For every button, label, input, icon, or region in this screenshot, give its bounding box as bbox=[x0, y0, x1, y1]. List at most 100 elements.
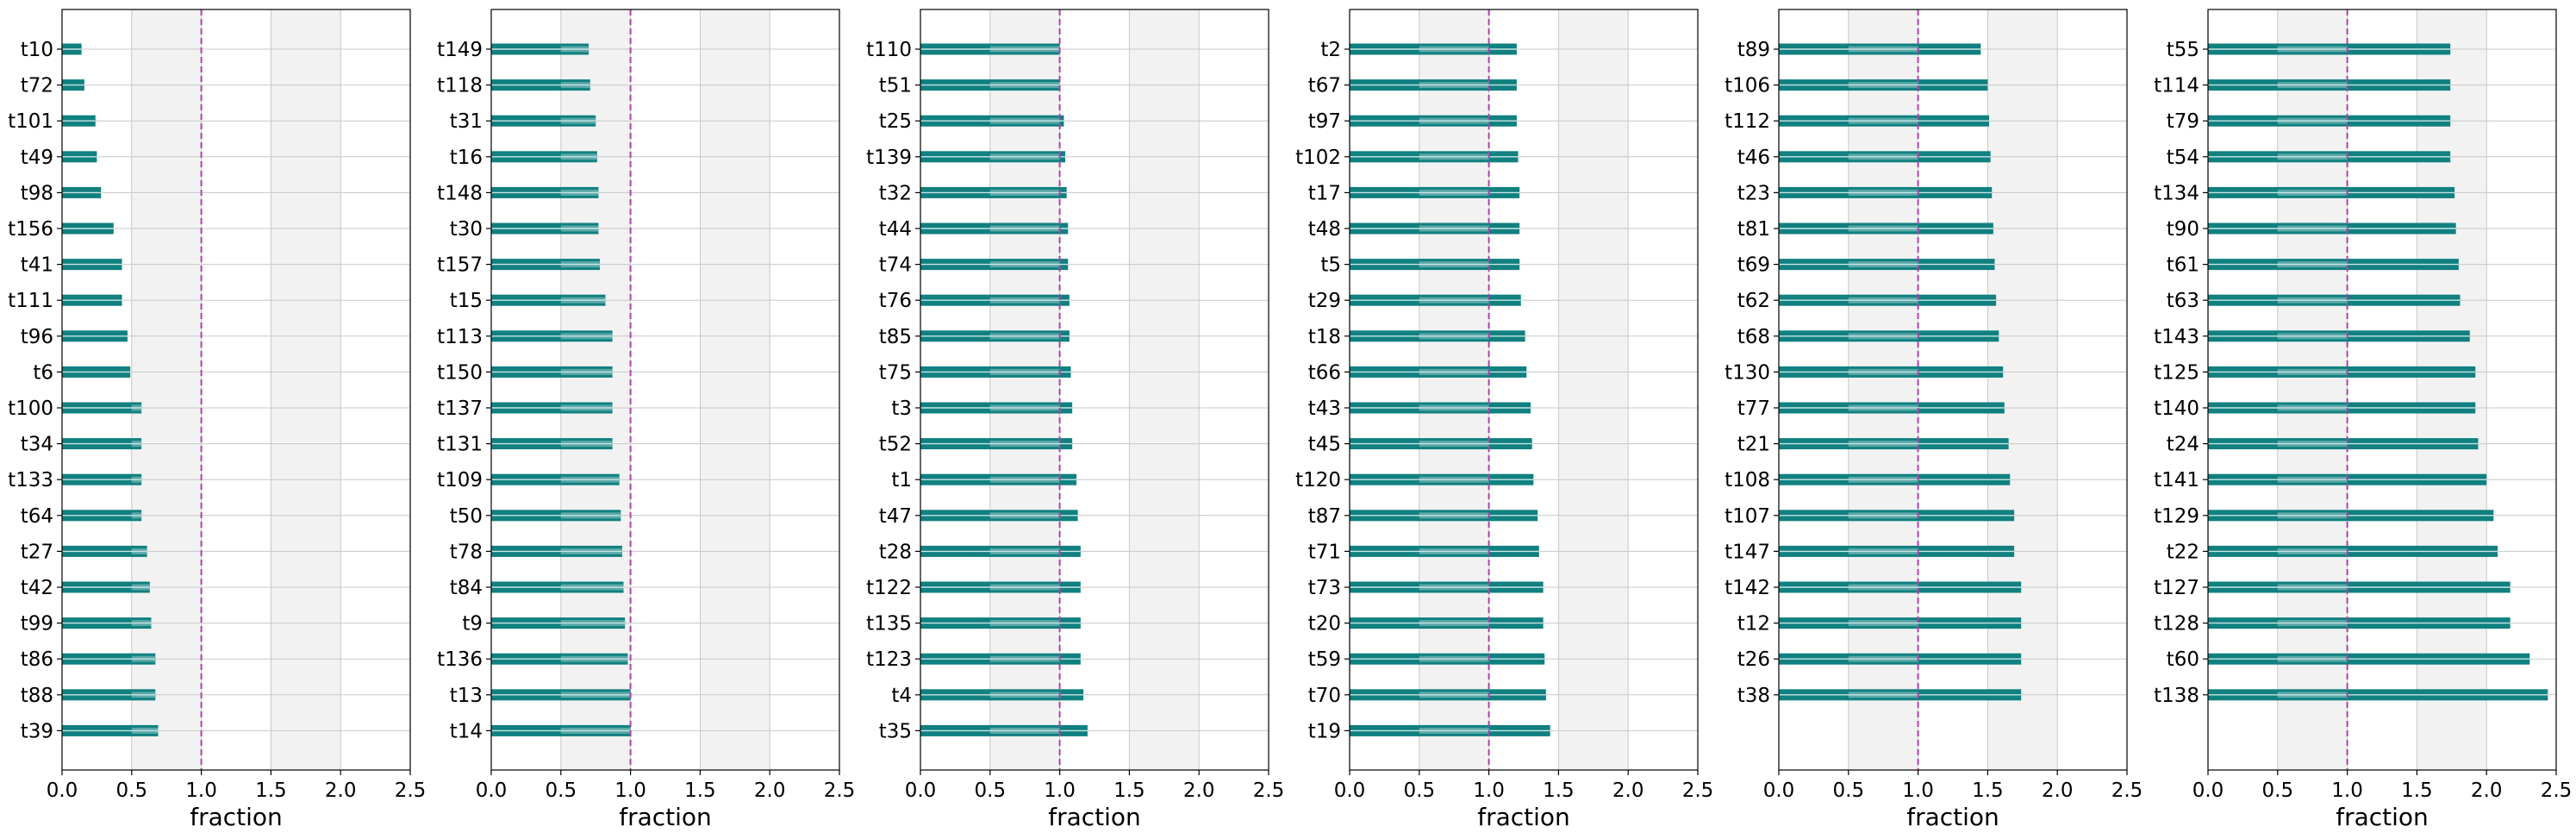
category-label: t148 bbox=[437, 182, 483, 204]
category-label: t123 bbox=[866, 648, 912, 671]
x-axis-label: fraction bbox=[1477, 803, 1570, 831]
category-label: t100 bbox=[8, 398, 53, 420]
x-tick-label: 0.0 bbox=[1763, 780, 1795, 802]
category-label: t139 bbox=[866, 147, 912, 169]
category-label: t28 bbox=[879, 541, 912, 563]
category-label: t50 bbox=[450, 505, 483, 528]
category-label: t102 bbox=[1295, 147, 1341, 169]
category-label: t1 bbox=[891, 469, 912, 492]
category-label: t85 bbox=[879, 326, 912, 348]
shaded-band bbox=[1987, 9, 2058, 770]
category-label: t10 bbox=[21, 39, 53, 61]
category-label: t135 bbox=[866, 613, 912, 636]
x-tick-label: 0.0 bbox=[476, 780, 508, 802]
x-tick-label: 0.5 bbox=[2262, 780, 2294, 802]
category-label: t48 bbox=[1308, 218, 1341, 241]
category-label: t23 bbox=[1737, 182, 1770, 204]
category-label: t87 bbox=[1308, 505, 1341, 528]
x-tick-label: 2.0 bbox=[2042, 780, 2074, 802]
x-tick-label: 1.0 bbox=[614, 780, 646, 802]
category-label: t5 bbox=[1320, 254, 1341, 277]
category-label: t27 bbox=[21, 541, 53, 563]
category-label: t137 bbox=[437, 398, 483, 420]
x-tick-label: 2.5 bbox=[2111, 780, 2143, 802]
category-label: t38 bbox=[1737, 685, 1770, 707]
shaded-band bbox=[560, 9, 631, 770]
x-tick-label: 2.5 bbox=[2541, 780, 2573, 802]
category-label: t130 bbox=[1725, 361, 1770, 384]
category-label: t76 bbox=[879, 290, 912, 312]
shaded-band bbox=[1129, 9, 1200, 770]
shaded-band bbox=[989, 9, 1060, 770]
axes-frame bbox=[920, 9, 1269, 771]
category-label: t17 bbox=[1308, 182, 1341, 204]
category-label: t150 bbox=[437, 361, 483, 384]
category-label: t13 bbox=[450, 685, 483, 707]
x-tick-label: 1.5 bbox=[1113, 780, 1145, 802]
category-label: t43 bbox=[1308, 398, 1341, 420]
category-label: t142 bbox=[1725, 577, 1770, 599]
category-label: t31 bbox=[450, 110, 483, 133]
x-axis-label: fraction bbox=[1906, 803, 1999, 831]
category-label: t140 bbox=[2154, 398, 2199, 420]
category-label: t84 bbox=[450, 577, 483, 599]
category-label: t59 bbox=[1308, 648, 1341, 671]
category-label: t6 bbox=[33, 361, 53, 384]
x-tick-label: 1.0 bbox=[185, 780, 217, 802]
category-label: t45 bbox=[1308, 434, 1341, 456]
category-label: t62 bbox=[1737, 290, 1770, 312]
category-label: t42 bbox=[21, 577, 53, 599]
category-label: t149 bbox=[437, 39, 483, 61]
category-label: t64 bbox=[21, 505, 53, 528]
chart-panel-4: t2 t67 t97 t102 t17 t48 t5 t29 t18 t66 t43 t45 t120 t… bbox=[1295, 9, 1713, 831]
category-label: t54 bbox=[2167, 147, 2199, 169]
category-label: t110 bbox=[866, 39, 912, 61]
category-label: t55 bbox=[2167, 39, 2199, 61]
category-label: t101 bbox=[8, 110, 53, 133]
category-label: t3 bbox=[891, 398, 912, 420]
category-label: t15 bbox=[450, 290, 483, 312]
category-label: t122 bbox=[866, 577, 912, 599]
x-tick-label: 1.0 bbox=[1044, 780, 1076, 802]
category-label: t73 bbox=[1308, 577, 1341, 599]
category-label: t143 bbox=[2154, 326, 2199, 348]
category-label: t136 bbox=[437, 648, 483, 671]
x-tick-label: 2.5 bbox=[824, 780, 856, 802]
x-tick-label: 1.0 bbox=[1902, 780, 1934, 802]
category-label: t96 bbox=[21, 326, 53, 348]
category-label: t74 bbox=[879, 254, 912, 277]
category-label: t70 bbox=[1308, 685, 1341, 707]
category-label: t114 bbox=[2154, 75, 2199, 97]
category-label: t112 bbox=[1725, 110, 1770, 133]
category-label: t12 bbox=[1737, 613, 1770, 636]
category-label: t90 bbox=[2167, 218, 2199, 241]
chart-panel-1: t10 t72 t101 t49 t98 t156 t41 t111 t96 t6 t100 t34 t… bbox=[8, 9, 426, 831]
category-label: t30 bbox=[450, 218, 483, 241]
chart-panel-5: t89 t106 t112 t46 t23 t81 t69 t62 t68 t130 t77 t21 t… bbox=[1725, 9, 2143, 831]
x-tick-label: 0.0 bbox=[2192, 780, 2224, 802]
x-tick-label: 2.0 bbox=[325, 780, 357, 802]
category-label: t88 bbox=[21, 685, 53, 707]
shaded-band bbox=[271, 9, 341, 770]
category-label: t127 bbox=[2154, 577, 2199, 599]
x-tick-label: 2.5 bbox=[1253, 780, 1285, 802]
category-label: t46 bbox=[1737, 147, 1770, 169]
category-label: t22 bbox=[2167, 541, 2199, 563]
x-axis-label: fraction bbox=[1048, 803, 1141, 831]
category-label: t109 bbox=[437, 469, 483, 492]
category-label: t79 bbox=[2167, 110, 2199, 133]
axes-frame bbox=[61, 9, 411, 771]
axes-frame bbox=[1778, 9, 2128, 771]
x-tick-label: 1.5 bbox=[684, 780, 716, 802]
chart-panel-2: t149 t118 t31 t16 t148 t30 t157 t15 t113 t150 t137… bbox=[437, 9, 855, 831]
category-label: t60 bbox=[2167, 648, 2199, 671]
category-label: t125 bbox=[2154, 361, 2199, 384]
category-label: t89 bbox=[1737, 39, 1770, 61]
shaded-band bbox=[1419, 9, 1489, 770]
category-label: t118 bbox=[437, 75, 483, 97]
category-label: t61 bbox=[2167, 254, 2199, 277]
category-label: t24 bbox=[2167, 434, 2199, 456]
x-tick-label: 0.5 bbox=[1404, 780, 1436, 802]
category-label: t133 bbox=[8, 469, 53, 492]
